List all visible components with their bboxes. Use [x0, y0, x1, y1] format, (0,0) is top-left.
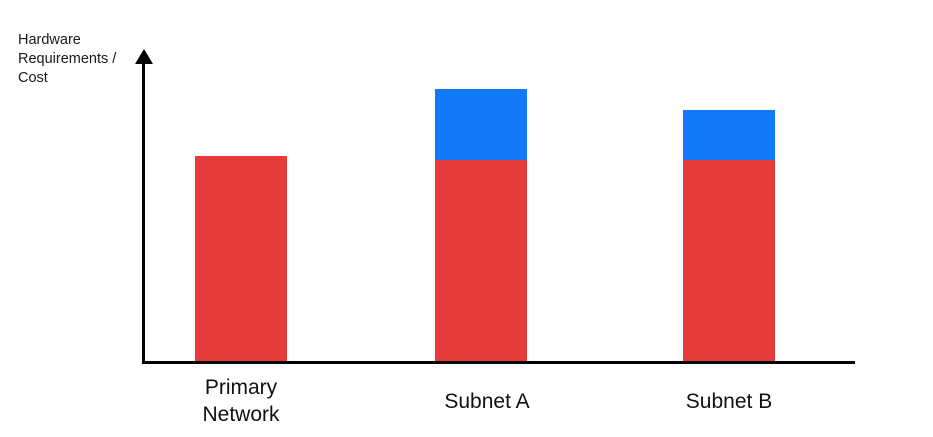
y-axis-label-line-1: Hardware: [18, 32, 81, 48]
y-axis: [142, 62, 145, 363]
bar-subnet-a-red-segment: [435, 160, 527, 361]
bar-primary-network-red-segment: [195, 156, 287, 361]
category-label-subnet-b: Subnet B: [685, 389, 773, 413]
bar-subnet-a-blue-segment: [435, 89, 527, 160]
bar-subnet-b-blue-segment: [683, 110, 775, 160]
y-axis-label-line-3: Cost: [18, 70, 48, 86]
x-axis: [142, 361, 855, 364]
y-axis-label: Hardware Requirements / Cost: [18, 31, 116, 88]
bar-subnet-a: [435, 89, 527, 361]
category-label-primary-network: Primary Network: [202, 376, 280, 426]
y-axis-label-line-2: Requirements /: [18, 51, 117, 67]
bar-subnet-b-red-segment: [683, 160, 775, 361]
bar-subnet-b: [683, 110, 775, 361]
category-label-subnet-a: Subnet A: [444, 389, 530, 413]
y-axis-arrowhead-icon: [135, 49, 153, 64]
bar-primary-network: [195, 156, 287, 361]
